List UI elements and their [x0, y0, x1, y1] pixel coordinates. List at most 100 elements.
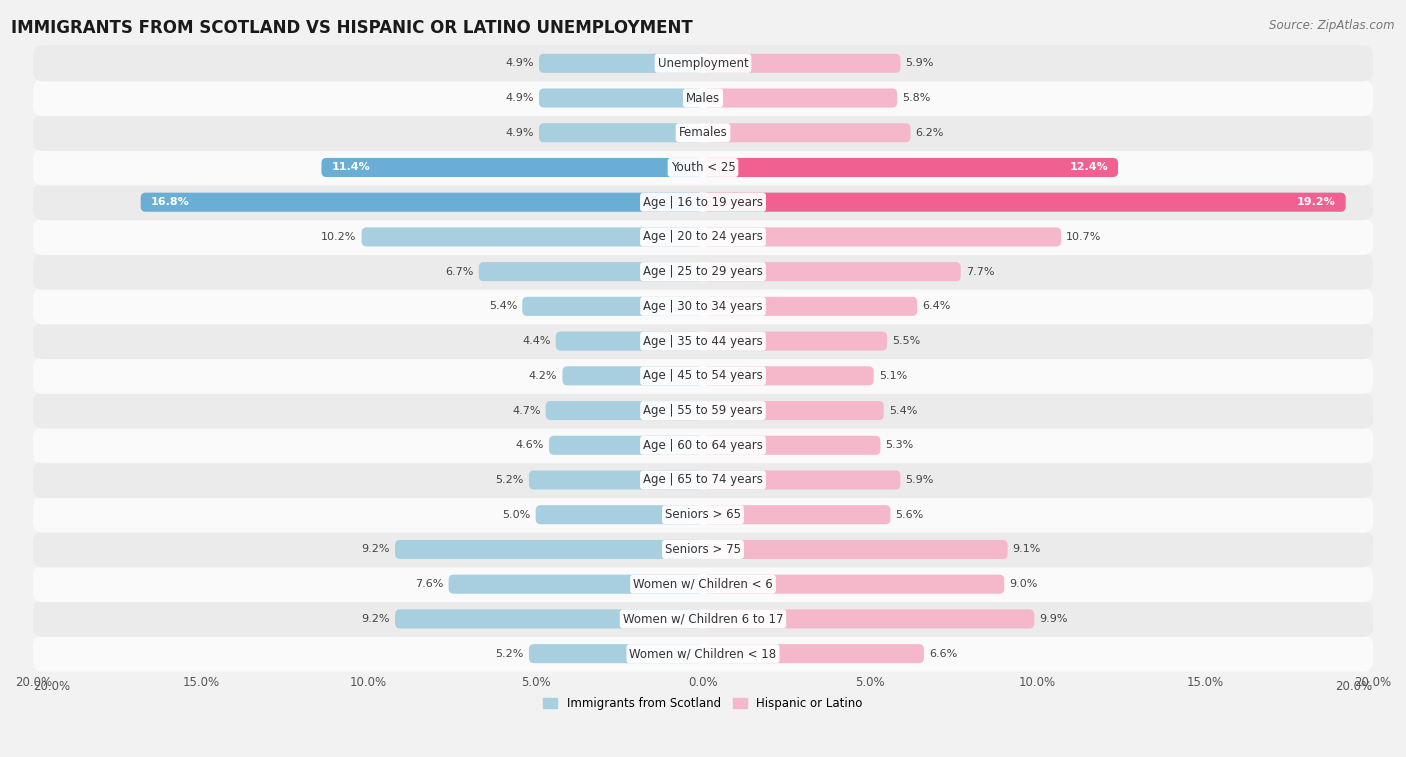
Text: 6.7%: 6.7%	[446, 266, 474, 276]
Text: 9.9%: 9.9%	[1039, 614, 1069, 624]
FancyBboxPatch shape	[703, 470, 900, 490]
FancyBboxPatch shape	[32, 288, 1374, 325]
FancyBboxPatch shape	[522, 297, 703, 316]
Text: Seniors > 75: Seniors > 75	[665, 543, 741, 556]
FancyBboxPatch shape	[32, 531, 1374, 568]
FancyBboxPatch shape	[32, 427, 1374, 463]
Text: Age | 45 to 54 years: Age | 45 to 54 years	[643, 369, 763, 382]
Text: 7.6%: 7.6%	[415, 579, 443, 589]
Text: 6.2%: 6.2%	[915, 128, 943, 138]
FancyBboxPatch shape	[32, 323, 1374, 359]
FancyBboxPatch shape	[703, 192, 1346, 212]
Text: 5.4%: 5.4%	[489, 301, 517, 311]
FancyBboxPatch shape	[536, 505, 703, 525]
Text: 5.9%: 5.9%	[905, 475, 934, 485]
Text: 5.0%: 5.0%	[502, 509, 530, 520]
Text: 9.2%: 9.2%	[361, 614, 389, 624]
FancyBboxPatch shape	[32, 358, 1374, 394]
FancyBboxPatch shape	[32, 80, 1374, 116]
Text: Youth < 25: Youth < 25	[671, 161, 735, 174]
FancyBboxPatch shape	[703, 401, 884, 420]
Text: 5.3%: 5.3%	[886, 441, 914, 450]
Text: 4.2%: 4.2%	[529, 371, 557, 381]
FancyBboxPatch shape	[32, 114, 1374, 151]
FancyBboxPatch shape	[703, 436, 880, 455]
FancyBboxPatch shape	[546, 401, 703, 420]
FancyBboxPatch shape	[703, 609, 1035, 628]
Text: 4.9%: 4.9%	[506, 128, 534, 138]
FancyBboxPatch shape	[32, 601, 1374, 637]
Text: 20.0%: 20.0%	[34, 680, 70, 693]
Text: 11.4%: 11.4%	[332, 163, 370, 173]
FancyBboxPatch shape	[703, 540, 1008, 559]
Text: Age | 30 to 34 years: Age | 30 to 34 years	[643, 300, 763, 313]
Text: 4.4%: 4.4%	[522, 336, 551, 346]
Text: Source: ZipAtlas.com: Source: ZipAtlas.com	[1270, 19, 1395, 32]
Text: 5.5%: 5.5%	[893, 336, 921, 346]
Text: 12.4%: 12.4%	[1069, 163, 1108, 173]
Text: Age | 55 to 59 years: Age | 55 to 59 years	[643, 404, 763, 417]
FancyBboxPatch shape	[395, 609, 703, 628]
FancyBboxPatch shape	[703, 505, 890, 525]
FancyBboxPatch shape	[322, 158, 703, 177]
Text: Age | 16 to 19 years: Age | 16 to 19 years	[643, 196, 763, 209]
Text: 4.7%: 4.7%	[512, 406, 541, 416]
FancyBboxPatch shape	[703, 366, 873, 385]
Text: 6.4%: 6.4%	[922, 301, 950, 311]
FancyBboxPatch shape	[478, 262, 703, 281]
FancyBboxPatch shape	[562, 366, 703, 385]
Text: Age | 20 to 24 years: Age | 20 to 24 years	[643, 230, 763, 244]
Text: 4.9%: 4.9%	[506, 58, 534, 68]
Text: 9.1%: 9.1%	[1012, 544, 1040, 554]
Text: Age | 65 to 74 years: Age | 65 to 74 years	[643, 473, 763, 487]
Text: 5.9%: 5.9%	[905, 58, 934, 68]
FancyBboxPatch shape	[141, 192, 703, 212]
FancyBboxPatch shape	[32, 462, 1374, 498]
FancyBboxPatch shape	[449, 575, 703, 593]
FancyBboxPatch shape	[32, 149, 1374, 185]
Text: 10.2%: 10.2%	[321, 232, 357, 242]
FancyBboxPatch shape	[32, 45, 1374, 81]
Text: 4.9%: 4.9%	[506, 93, 534, 103]
FancyBboxPatch shape	[548, 436, 703, 455]
Text: Women w/ Children < 18: Women w/ Children < 18	[630, 647, 776, 660]
Text: 9.0%: 9.0%	[1010, 579, 1038, 589]
FancyBboxPatch shape	[703, 297, 917, 316]
Text: Females: Females	[679, 126, 727, 139]
Text: Males: Males	[686, 92, 720, 104]
FancyBboxPatch shape	[703, 123, 911, 142]
Legend: Immigrants from Scotland, Hispanic or Latino: Immigrants from Scotland, Hispanic or La…	[538, 693, 868, 715]
FancyBboxPatch shape	[32, 392, 1374, 428]
Text: 5.2%: 5.2%	[495, 649, 524, 659]
FancyBboxPatch shape	[703, 575, 1004, 593]
Text: Women w/ Children 6 to 17: Women w/ Children 6 to 17	[623, 612, 783, 625]
Text: 16.8%: 16.8%	[150, 197, 190, 207]
FancyBboxPatch shape	[538, 54, 703, 73]
FancyBboxPatch shape	[703, 227, 1062, 247]
FancyBboxPatch shape	[32, 184, 1374, 220]
FancyBboxPatch shape	[32, 497, 1374, 533]
Text: Seniors > 65: Seniors > 65	[665, 508, 741, 522]
FancyBboxPatch shape	[703, 262, 960, 281]
Text: 4.6%: 4.6%	[516, 441, 544, 450]
FancyBboxPatch shape	[32, 254, 1374, 290]
FancyBboxPatch shape	[361, 227, 703, 247]
Text: Age | 25 to 29 years: Age | 25 to 29 years	[643, 265, 763, 278]
Text: 9.2%: 9.2%	[361, 544, 389, 554]
Text: 5.4%: 5.4%	[889, 406, 917, 416]
Text: 5.2%: 5.2%	[495, 475, 524, 485]
FancyBboxPatch shape	[703, 332, 887, 350]
Text: 10.7%: 10.7%	[1066, 232, 1101, 242]
Text: Age | 60 to 64 years: Age | 60 to 64 years	[643, 439, 763, 452]
Text: 5.6%: 5.6%	[896, 509, 924, 520]
FancyBboxPatch shape	[529, 470, 703, 490]
FancyBboxPatch shape	[32, 219, 1374, 255]
FancyBboxPatch shape	[703, 89, 897, 107]
Text: 5.1%: 5.1%	[879, 371, 907, 381]
FancyBboxPatch shape	[538, 123, 703, 142]
Text: 19.2%: 19.2%	[1296, 197, 1336, 207]
Text: 6.6%: 6.6%	[929, 649, 957, 659]
FancyBboxPatch shape	[703, 54, 900, 73]
FancyBboxPatch shape	[32, 636, 1374, 671]
FancyBboxPatch shape	[703, 158, 1118, 177]
